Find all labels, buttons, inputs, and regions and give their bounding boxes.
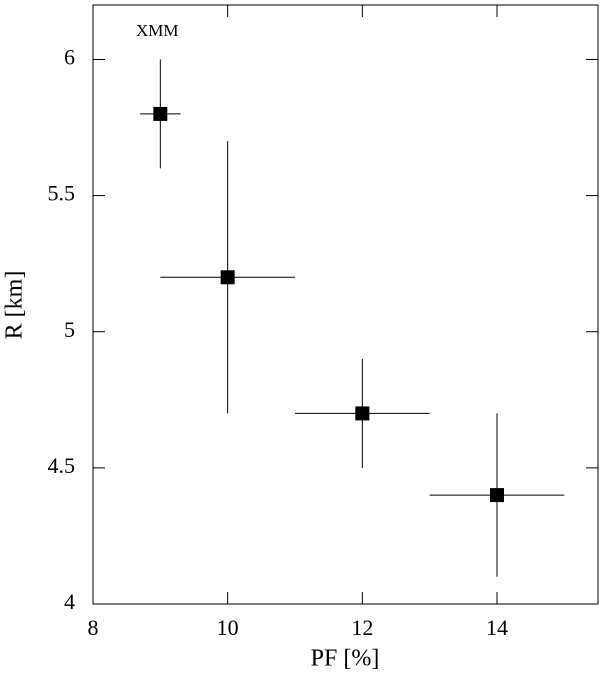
y-tick-label: 6 xyxy=(64,45,75,70)
y-tick-label: 5 xyxy=(64,317,75,342)
y-tick-label: 4 xyxy=(64,589,75,614)
x-tick-label: 14 xyxy=(486,615,508,640)
x-tick-label: 8 xyxy=(88,615,99,640)
x-tick-label: 12 xyxy=(351,615,373,640)
x-tick-label: 10 xyxy=(217,615,239,640)
annotation: XMM xyxy=(136,21,179,40)
data-point xyxy=(355,406,370,421)
data-point xyxy=(153,106,168,121)
y-tick-label: 5.5 xyxy=(48,181,76,206)
data-point xyxy=(220,270,235,285)
plot-frame xyxy=(92,4,599,605)
y-tick-label: 4.5 xyxy=(48,453,76,478)
x-axis-title: PF [%] xyxy=(311,646,380,672)
y-axis-title: R [km] xyxy=(2,271,28,340)
data-point xyxy=(490,488,504,503)
